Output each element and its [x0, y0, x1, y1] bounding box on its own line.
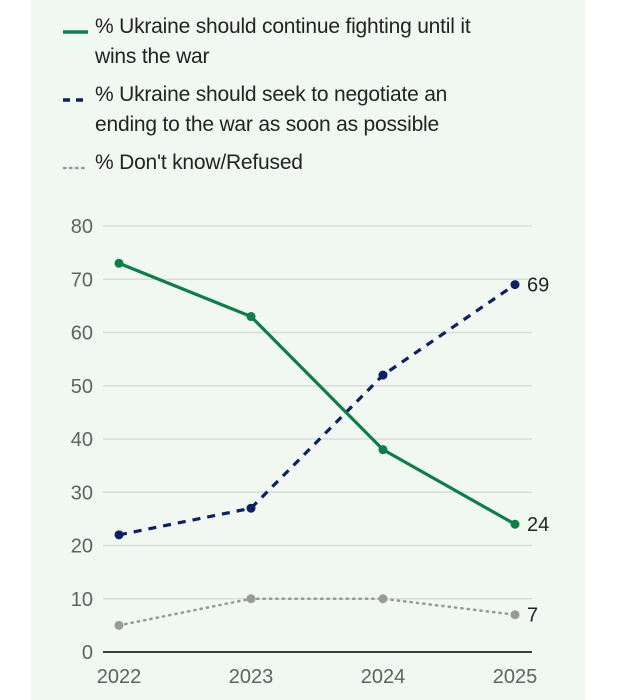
y-tick-label: 10	[71, 589, 93, 611]
data-point-dotted-2025	[510, 610, 520, 620]
end-value-label-dotted: 7	[527, 605, 538, 627]
end-value-label-solid: 24	[527, 514, 549, 536]
y-tick-label: 0	[82, 642, 93, 664]
legend-item-negotiate: % Ukraine should seek to negotiate an en…	[63, 80, 563, 140]
legend-item-dont-know: % Don't know/Refused	[63, 148, 563, 178]
chart-panel	[31, 0, 585, 700]
legend-swatch-dashed-icon	[63, 80, 89, 110]
y-tick-label: 30	[71, 482, 93, 504]
legend-label: % Ukraine should continue fighting until…	[95, 15, 471, 68]
y-tick-label: 80	[71, 216, 93, 238]
y-tick-label: 50	[71, 376, 93, 398]
y-tick-label: 70	[71, 269, 93, 291]
x-tick-label: 2025	[493, 666, 538, 688]
data-point-dashed-2025	[510, 280, 520, 290]
x-tick-label: 2022	[97, 666, 142, 688]
data-point-dotted-2022	[114, 620, 124, 630]
data-point-dotted-2024	[378, 594, 388, 604]
legend-item-continue-fighting: % Ukraine should continue fighting until…	[63, 12, 563, 72]
data-point-solid-2024	[378, 445, 388, 455]
end-value-label-dashed: 69	[527, 275, 549, 297]
series-line-dotted	[117, 597, 517, 627]
data-point-dotted-2023	[246, 594, 256, 604]
y-tick-label: 60	[71, 323, 93, 345]
legend: % Ukraine should continue fighting until…	[63, 12, 563, 186]
data-point-solid-2025	[510, 519, 520, 529]
series-line-dashed	[118, 283, 516, 537]
legend-swatch-dotted-icon	[63, 148, 89, 178]
x-tick-label: 2024	[361, 666, 406, 688]
legend-swatch-solid-icon	[63, 12, 89, 42]
data-point-dashed-2024	[378, 370, 388, 380]
data-point-dashed-2022	[114, 530, 124, 540]
series-line-solid	[117, 261, 517, 526]
legend-label: % Don't know/Refused	[95, 151, 303, 174]
y-tick-label: 40	[71, 429, 93, 451]
x-tick-label: 2023	[229, 666, 274, 688]
data-point-solid-2022	[114, 258, 124, 268]
data-point-solid-2023	[246, 312, 256, 322]
y-tick-label: 20	[71, 536, 93, 558]
data-point-dashed-2023	[246, 503, 256, 513]
legend-label: % Ukraine should seek to negotiate an en…	[95, 83, 448, 136]
